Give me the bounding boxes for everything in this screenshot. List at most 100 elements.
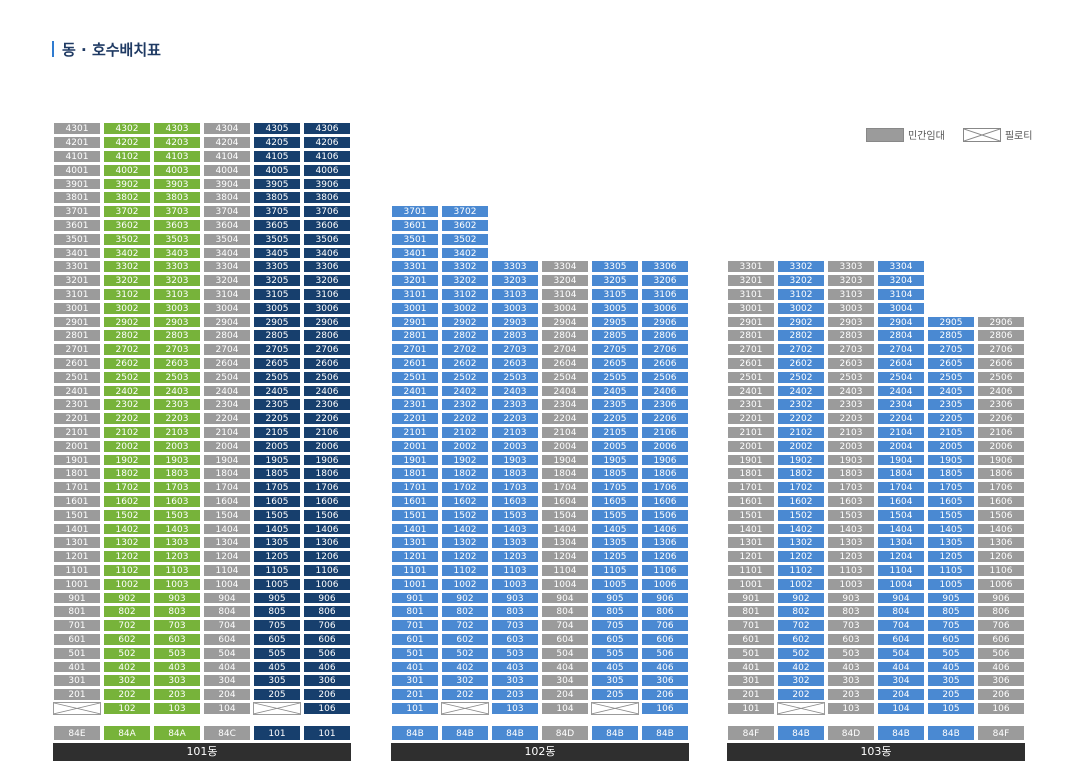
unit-cell[interactable]: 704 <box>541 619 589 632</box>
unit-cell[interactable]: 605 <box>927 633 975 646</box>
unit-cell[interactable]: 1802 <box>441 467 489 481</box>
unit-cell[interactable]: 3103 <box>491 288 539 301</box>
unit-cell[interactable]: 1901 <box>727 453 775 467</box>
unit-cell[interactable]: 1001 <box>391 577 439 591</box>
unit-cell[interactable]: 3201 <box>727 274 775 287</box>
unit-cell[interactable]: 1202 <box>103 550 151 563</box>
unit-cell[interactable]: 101 <box>727 702 775 715</box>
unit-cell[interactable]: 1706 <box>303 481 351 494</box>
unit-cell[interactable]: 2204 <box>203 412 251 425</box>
unit-cell[interactable]: 804 <box>877 605 925 619</box>
unit-cell[interactable]: 4301 <box>53 122 101 136</box>
unit-cell[interactable]: 1402 <box>441 522 489 536</box>
unit-cell[interactable]: 1701 <box>391 481 439 494</box>
unit-cell[interactable]: 2201 <box>53 412 101 425</box>
unit-cell[interactable]: 2406 <box>303 384 351 398</box>
unit-cell[interactable]: 1602 <box>777 495 825 508</box>
unit-cell[interactable]: 2904 <box>877 315 925 329</box>
unit-cell[interactable]: 2205 <box>927 412 975 425</box>
unit-cell[interactable]: 2003 <box>491 439 539 453</box>
unit-cell[interactable]: 2302 <box>441 398 489 412</box>
unit-cell[interactable]: 3305 <box>253 260 301 274</box>
unit-cell[interactable]: 206 <box>303 688 351 701</box>
unit-cell[interactable]: 2502 <box>441 370 489 384</box>
unit-cell[interactable]: 1601 <box>391 495 439 508</box>
unit-cell[interactable]: 1401 <box>53 522 101 536</box>
unit-cell[interactable]: 2903 <box>153 315 201 329</box>
unit-cell[interactable]: 805 <box>591 605 639 619</box>
unit-cell[interactable]: 4001 <box>53 163 101 177</box>
unit-cell[interactable]: 3506 <box>303 232 351 246</box>
unit-cell[interactable]: 2305 <box>591 398 639 412</box>
unit-cell[interactable]: 2302 <box>777 398 825 412</box>
unit-cell[interactable]: 504 <box>541 646 589 660</box>
unit-cell[interactable]: 1301 <box>391 536 439 550</box>
unit-cell[interactable]: 906 <box>977 591 1025 605</box>
unit-cell[interactable]: 1704 <box>541 481 589 494</box>
unit-cell[interactable]: 3306 <box>303 260 351 274</box>
unit-cell[interactable]: 1203 <box>491 550 539 563</box>
unit-cell[interactable]: 503 <box>827 646 875 660</box>
unit-cell[interactable]: 2306 <box>641 398 689 412</box>
unit-cell[interactable]: 2606 <box>303 357 351 370</box>
unit-cell[interactable]: 1305 <box>591 536 639 550</box>
unit-cell[interactable]: 2302 <box>103 398 151 412</box>
unit-cell[interactable]: 2403 <box>491 384 539 398</box>
unit-cell[interactable]: 202 <box>103 688 151 701</box>
unit-cell[interactable]: 504 <box>203 646 251 660</box>
unit-cell[interactable]: 1005 <box>253 577 301 591</box>
unit-cell[interactable]: 3405 <box>253 246 301 260</box>
unit-cell[interactable]: 2205 <box>591 412 639 425</box>
unit-cell[interactable]: 2304 <box>541 398 589 412</box>
unit-cell[interactable]: 3401 <box>53 246 101 260</box>
unit-cell[interactable]: 3101 <box>53 288 101 301</box>
unit-cell[interactable]: 1705 <box>253 481 301 494</box>
unit-cell[interactable]: 1805 <box>927 467 975 481</box>
unit-cell[interactable]: 1604 <box>877 495 925 508</box>
unit-cell[interactable]: 2605 <box>591 357 639 370</box>
unit-cell[interactable]: 1805 <box>591 467 639 481</box>
unit-cell[interactable]: 2306 <box>977 398 1025 412</box>
unit-cell[interactable]: 303 <box>491 674 539 688</box>
unit-cell[interactable]: 2704 <box>877 343 925 356</box>
unit-cell[interactable]: 402 <box>777 660 825 674</box>
unit-cell[interactable]: 1901 <box>391 453 439 467</box>
unit-cell[interactable]: 1405 <box>927 522 975 536</box>
unit-cell[interactable]: 801 <box>727 605 775 619</box>
unit-cell[interactable]: 2602 <box>441 357 489 370</box>
unit-cell[interactable]: 704 <box>877 619 925 632</box>
unit-cell[interactable]: 3702 <box>441 205 489 218</box>
unit-cell[interactable]: 3302 <box>777 260 825 274</box>
unit-cell[interactable]: 3406 <box>303 246 351 260</box>
unit-cell[interactable]: 2504 <box>877 370 925 384</box>
unit-cell[interactable]: 203 <box>827 688 875 701</box>
unit-cell[interactable]: 906 <box>641 591 689 605</box>
unit-cell[interactable]: 2202 <box>441 412 489 425</box>
unit-cell[interactable]: 503 <box>491 646 539 660</box>
unit-cell[interactable]: 702 <box>777 619 825 632</box>
unit-cell[interactable]: 1003 <box>491 577 539 591</box>
unit-cell[interactable]: 1501 <box>391 508 439 522</box>
unit-cell[interactable]: 1502 <box>103 508 151 522</box>
unit-cell[interactable]: 3701 <box>391 205 439 218</box>
unit-cell[interactable]: 1302 <box>441 536 489 550</box>
unit-cell[interactable]: 1702 <box>777 481 825 494</box>
unit-cell[interactable]: 2704 <box>541 343 589 356</box>
unit-cell[interactable]: 1302 <box>777 536 825 550</box>
unit-cell[interactable]: 803 <box>153 605 201 619</box>
unit-cell[interactable]: 3605 <box>253 219 301 232</box>
unit-cell[interactable]: 202 <box>777 688 825 701</box>
unit-cell[interactable]: 1505 <box>927 508 975 522</box>
unit-cell[interactable]: 1905 <box>927 453 975 467</box>
unit-cell[interactable]: 2103 <box>827 426 875 439</box>
unit-cell[interactable]: 3906 <box>303 177 351 191</box>
unit-cell[interactable]: 904 <box>203 591 251 605</box>
unit-cell[interactable]: 2004 <box>541 439 589 453</box>
unit-cell[interactable]: 3601 <box>391 219 439 232</box>
unit-cell[interactable]: 1203 <box>153 550 201 563</box>
unit-cell[interactable]: 203 <box>153 688 201 701</box>
unit-cell[interactable]: 2202 <box>777 412 825 425</box>
unit-cell[interactable]: 501 <box>727 646 775 660</box>
unit-cell[interactable]: 601 <box>727 633 775 646</box>
unit-cell[interactable]: 3301 <box>53 260 101 274</box>
